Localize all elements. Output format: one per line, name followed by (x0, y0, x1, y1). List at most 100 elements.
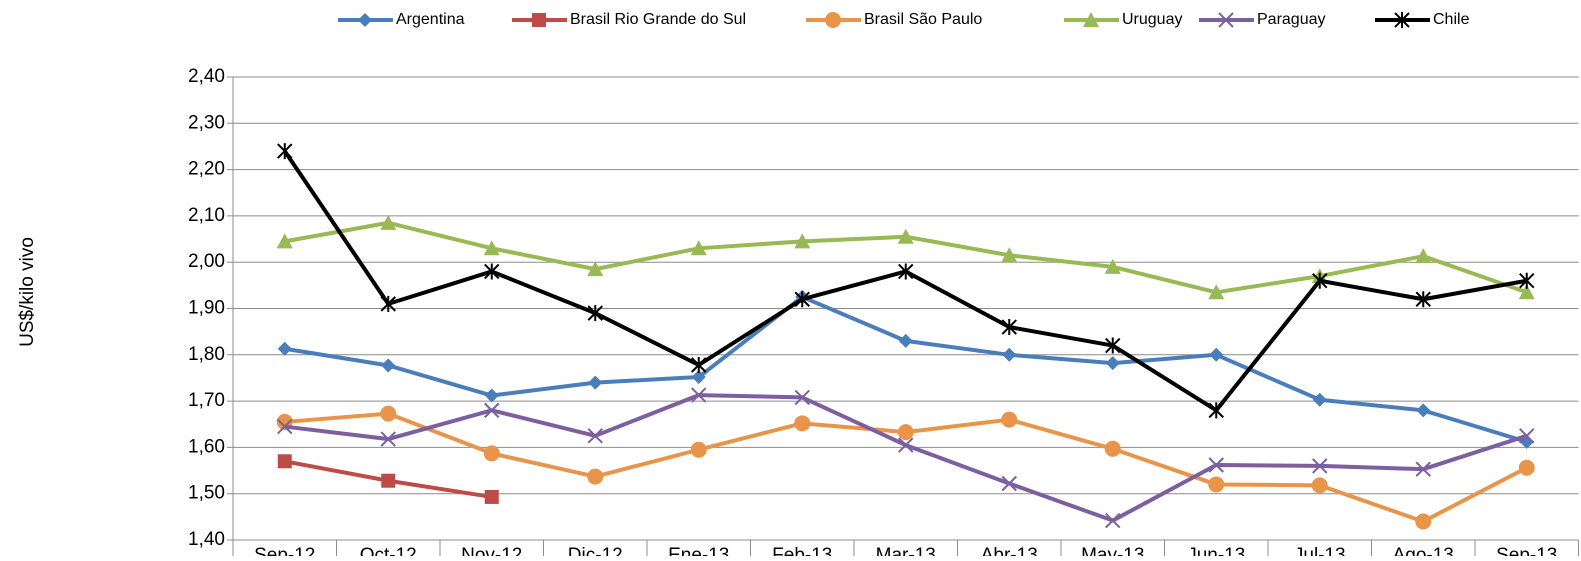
marker (277, 418, 293, 435)
x-tick-label: Nov-12 (461, 545, 522, 556)
marker (1105, 356, 1120, 371)
marker (588, 375, 603, 390)
series-line (284, 294, 1528, 444)
y-tick-label: 2,30 (188, 112, 225, 133)
marker (691, 356, 707, 373)
marker (484, 263, 500, 280)
x-tick-label: Sep-12 (254, 545, 315, 556)
marker (825, 12, 841, 28)
y-tick-label: 1,80 (188, 344, 225, 365)
marker (691, 387, 707, 403)
marker (1415, 291, 1431, 308)
marker (1312, 458, 1328, 474)
y-axis-label: US$/kilo vivo (17, 237, 38, 347)
y-tick-label: 2,00 (188, 251, 225, 272)
marker (898, 333, 913, 348)
y-tick-label: 1,60 (188, 436, 225, 457)
y-tick-label: 1,90 (188, 298, 225, 319)
marker (1311, 477, 1328, 494)
y-tick-label: 2,10 (188, 205, 225, 226)
marker (690, 441, 707, 458)
marker (1312, 272, 1328, 289)
marker (1001, 247, 1018, 263)
marker (380, 431, 396, 447)
y-tick-label: 2,40 (188, 66, 225, 87)
marker (1001, 319, 1017, 336)
x-tick-label: May-13 (1081, 545, 1144, 556)
x-tick-label: Feb-13 (772, 545, 832, 556)
marker (897, 424, 914, 441)
marker (691, 370, 706, 385)
marker (1394, 12, 1410, 28)
marker (1218, 12, 1234, 28)
x-tick-label: Jul-13 (1294, 545, 1346, 556)
x-tick-label: Sep-13 (1496, 545, 1557, 556)
marker (794, 291, 810, 308)
x-tick-label: Dic-12 (568, 545, 623, 556)
marker (898, 263, 914, 280)
marker (1518, 284, 1535, 300)
marker (1208, 476, 1225, 493)
marker (690, 240, 707, 256)
series-line (283, 149, 1528, 413)
marker (483, 445, 500, 462)
marker (1415, 513, 1432, 530)
marker (1415, 461, 1431, 477)
marker (1415, 248, 1432, 264)
marker (483, 240, 500, 256)
marker (794, 415, 811, 432)
marker (381, 358, 396, 373)
x-tick-label: Jun-13 (1187, 545, 1245, 556)
legend-label: Paraguay (1257, 11, 1326, 28)
marker (1104, 258, 1121, 274)
x-tick-label: Oct-12 (360, 545, 417, 556)
marker (532, 13, 546, 27)
marker (1208, 402, 1224, 419)
marker (484, 388, 499, 403)
marker (380, 295, 396, 312)
marker (794, 389, 810, 406)
x-tick-label: Ene-13 (668, 545, 729, 556)
marker (277, 454, 292, 469)
legend-label: Brasil Rio Grande do Sul (570, 11, 746, 28)
marker (484, 489, 499, 504)
marker (1518, 459, 1535, 476)
marker (794, 233, 811, 249)
marker (587, 468, 604, 485)
marker (1312, 392, 1327, 407)
legend-label: Brasil São Paulo (864, 11, 982, 28)
marker (1209, 347, 1224, 362)
marker (1105, 512, 1121, 529)
marker (898, 437, 914, 453)
y-tick-label: 2,20 (188, 159, 225, 180)
marker (358, 13, 372, 27)
marker (1104, 440, 1121, 457)
marker (587, 261, 604, 277)
marker (1105, 337, 1121, 354)
marker (897, 228, 914, 244)
marker (276, 233, 293, 249)
marker (1208, 457, 1224, 473)
marker (380, 214, 397, 230)
marker (1208, 284, 1225, 300)
legend-label: Uruguay (1122, 11, 1182, 28)
marker (380, 405, 397, 422)
marker (277, 143, 293, 160)
marker (1416, 403, 1431, 418)
x-tick-label: Abr-13 (981, 545, 1038, 556)
marker (587, 305, 603, 322)
marker (1083, 12, 1099, 27)
marker (1519, 428, 1535, 444)
legend-label: Chile (1433, 11, 1470, 28)
marker (277, 341, 292, 356)
marker (1519, 272, 1535, 289)
marker (587, 428, 603, 444)
marker (1002, 347, 1017, 362)
y-tick-label: 1,50 (188, 483, 225, 504)
marker (484, 402, 500, 419)
marker (381, 473, 396, 488)
y-tick-label: 1,40 (188, 529, 225, 550)
marker (1001, 475, 1017, 492)
series-line (284, 393, 1528, 523)
